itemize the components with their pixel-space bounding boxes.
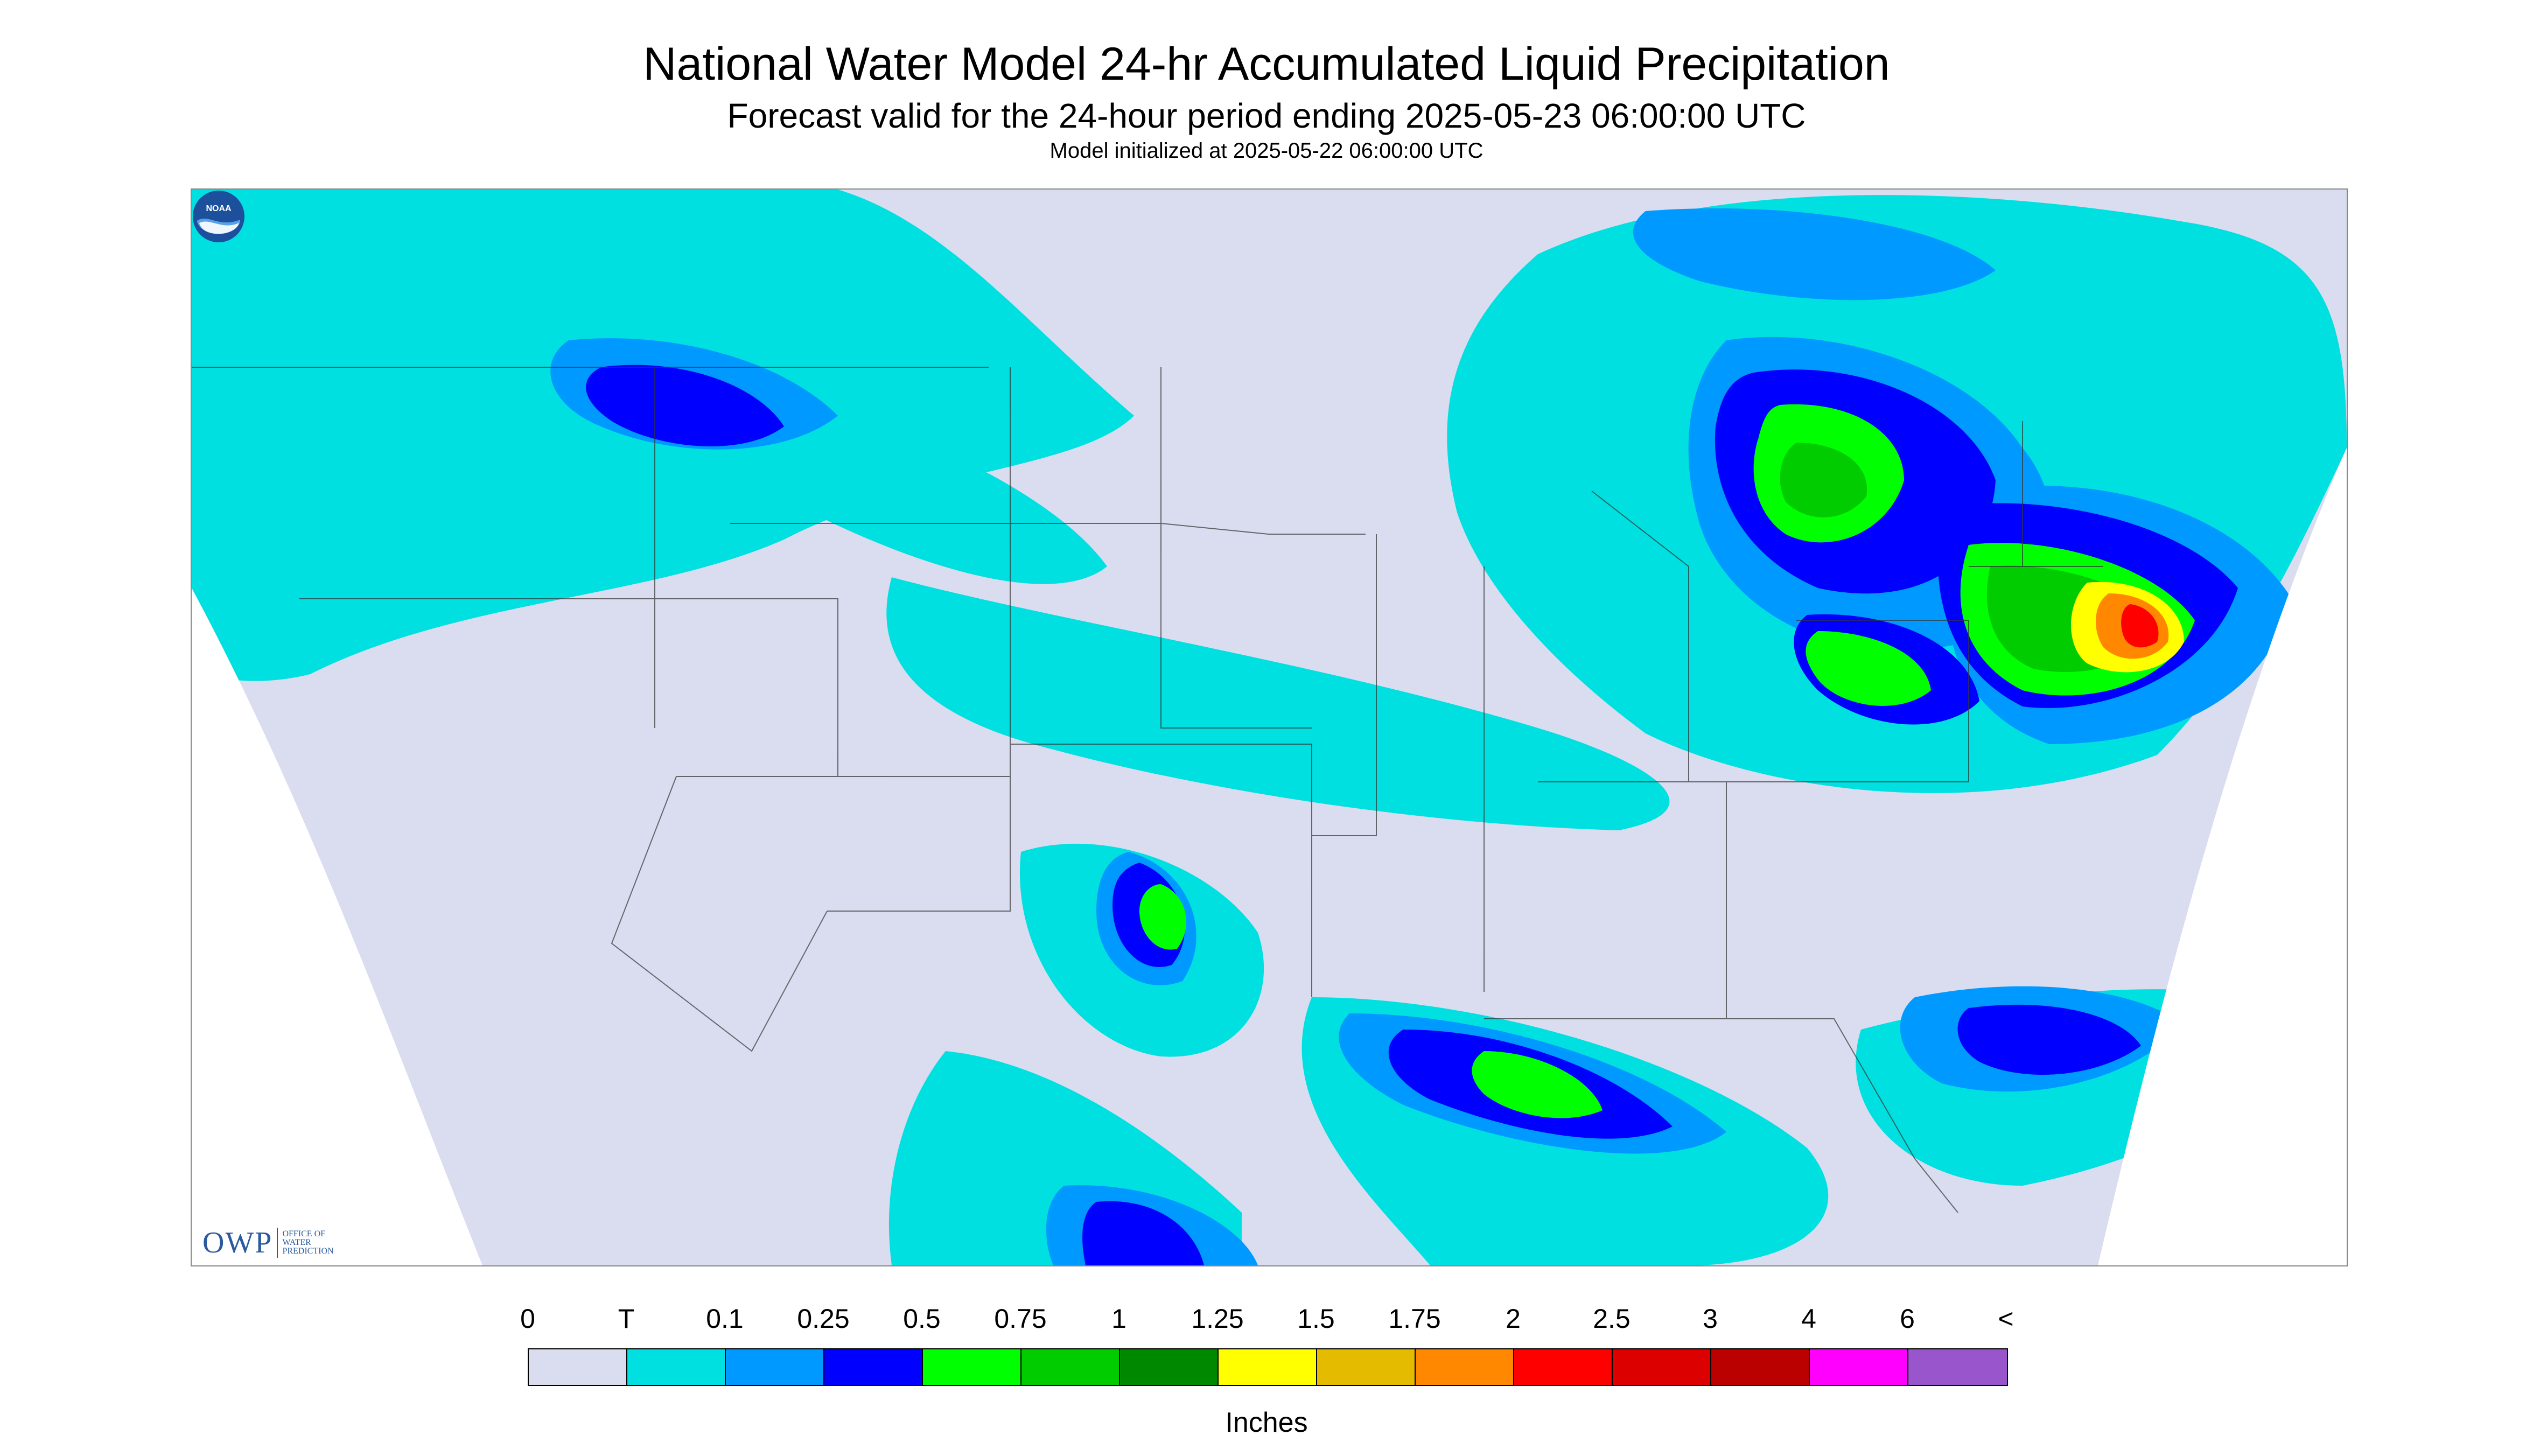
model-init-line: Model initialized at 2025-05-22 06:00:00…	[1049, 139, 1484, 163]
legend-swatch-5	[1021, 1349, 1120, 1385]
noaa-logo: NOAA	[193, 191, 244, 242]
forecast-valid-subtitle: Forecast valid for the 24-hour period en…	[727, 96, 1806, 135]
legend-label-3: 0.25	[797, 1304, 850, 1334]
map-title: National Water Model 24-hr Accumulated L…	[643, 38, 1890, 90]
legend-swatch-0	[529, 1349, 627, 1385]
legend-label-10: 2	[1506, 1304, 1521, 1334]
legend-label-6: 1	[1111, 1304, 1126, 1334]
legend-label-8: 1.5	[1297, 1304, 1335, 1334]
legend-swatch-8	[1317, 1349, 1416, 1385]
precipitation-map-svg	[192, 190, 2347, 1265]
owp-subtext-line-1: OFFICE OF	[282, 1229, 326, 1238]
owp-subtext-line-3: PREDICTION	[282, 1247, 334, 1256]
legend-labels: 0 T 0.1 0.25 0.5 0.75 1 1.25 1.5 1.75 2 2.5 3 4 6 <	[520, 1303, 2014, 1335]
precipitation-map: OWP OFFICE OF WATER PREDICTION NOAA	[191, 188, 2348, 1266]
owp-logo-text: OWP	[202, 1226, 273, 1259]
legend-label-1: T	[618, 1304, 635, 1334]
legend-label-11: 2.5	[1593, 1304, 1631, 1334]
legend-units: Inches	[1225, 1407, 1308, 1438]
noaa-logo-text: NOAA	[206, 204, 232, 213]
legend-swatch-1	[627, 1349, 726, 1385]
legend-label-9: 1.75	[1388, 1304, 1441, 1334]
legend-swatch-9	[1416, 1349, 1514, 1385]
legend-label-12: 3	[1703, 1304, 1718, 1334]
owp-logo: OWP OFFICE OF WATER PREDICTION	[202, 1226, 363, 1260]
legend-label-2: 0.1	[706, 1304, 744, 1334]
legend-swatch-11	[1613, 1349, 1711, 1385]
legend-swatch-14	[1908, 1349, 2007, 1385]
legend-colorbar	[528, 1348, 2008, 1386]
legend-label-13: 4	[1801, 1304, 1816, 1334]
legend-label-15: <	[1998, 1304, 2014, 1334]
legend-label-0: 0	[520, 1304, 535, 1334]
precip-1-25-areas	[2071, 582, 2184, 673]
legend-label-5: 0.75	[994, 1304, 1047, 1334]
legend-swatch-3	[824, 1349, 923, 1385]
legend-swatch-12	[1711, 1349, 1810, 1385]
legend-swatch-6	[1120, 1349, 1219, 1385]
political-boundaries	[192, 367, 2103, 1213]
legend-label-7: 1.25	[1191, 1304, 1244, 1334]
legend-swatch-10	[1514, 1349, 1613, 1385]
owp-subtext-line-2: WATER	[282, 1238, 311, 1247]
legend-swatch-13	[1810, 1349, 1908, 1385]
legend-swatch-2	[726, 1349, 824, 1385]
legend-label-4: 0.5	[903, 1304, 941, 1334]
legend-swatch-4	[923, 1349, 1021, 1385]
owp-logo-divider	[277, 1228, 278, 1258]
legend-swatch-7	[1219, 1349, 1317, 1385]
owp-logo-subtext: OFFICE OF WATER PREDICTION	[282, 1230, 363, 1256]
legend-label-14: 6	[1900, 1304, 1915, 1334]
